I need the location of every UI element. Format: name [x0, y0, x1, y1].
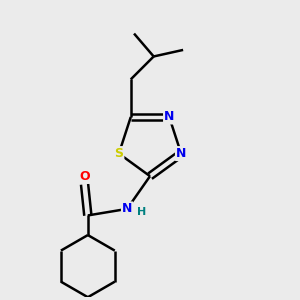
Text: N: N — [122, 202, 132, 215]
Text: O: O — [79, 170, 90, 183]
Text: S: S — [114, 147, 123, 160]
Text: H: H — [137, 206, 146, 217]
Text: N: N — [164, 110, 174, 124]
Text: N: N — [176, 147, 186, 160]
